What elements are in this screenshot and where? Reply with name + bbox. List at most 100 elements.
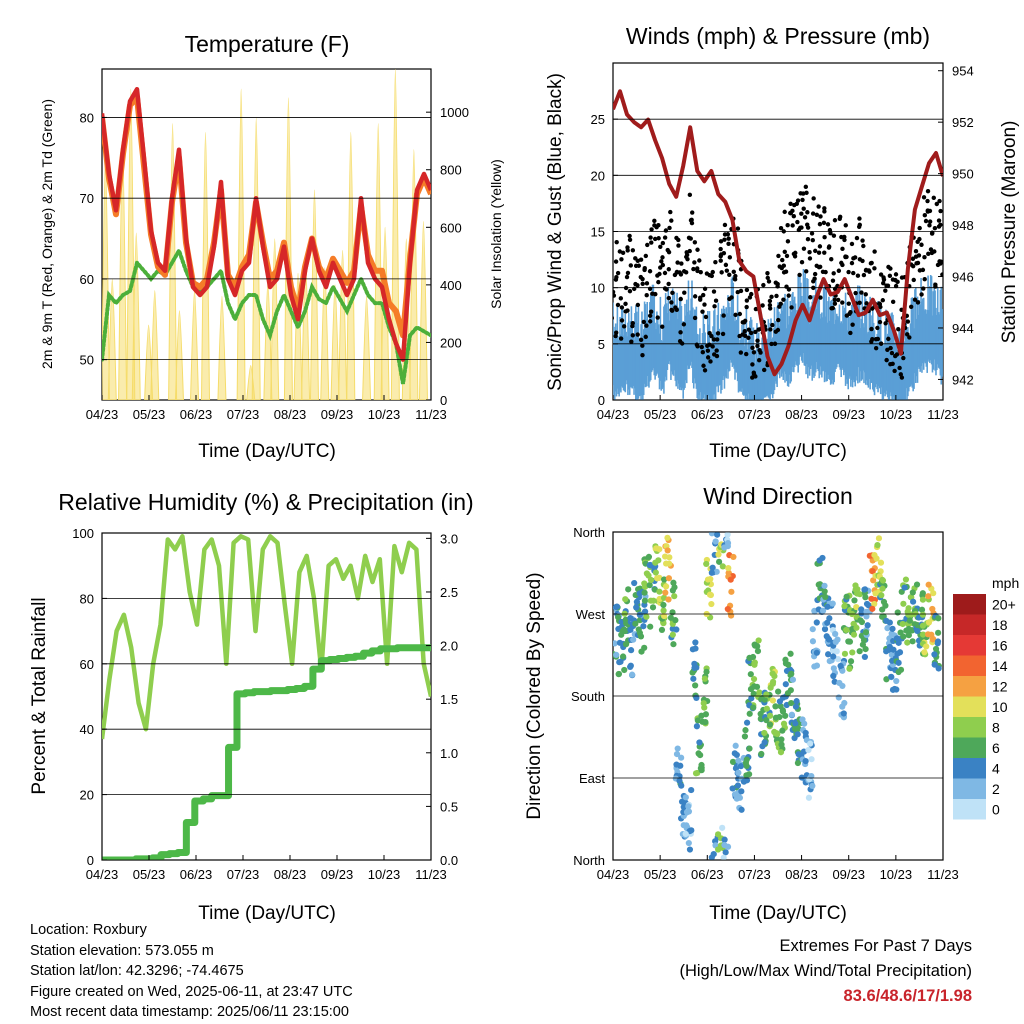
gust-point [644,281,650,286]
wind-direction-point [755,637,762,644]
gust-point [666,281,671,287]
gust-point [666,267,671,272]
winds-plot-area: 0 5 10 15 20 25 942 944 946 948 950 952 954 04/23 05/2… [591,64,974,422]
wind-direction-point [641,589,648,596]
winds-y2tick-label: 950 [952,167,974,182]
gust-point [931,195,936,201]
extremes-values: 83.6/48.6/17/1.98 [843,987,972,1005]
colorbar-label: 10 [992,699,1008,715]
gust-point [615,302,621,308]
wind-direction-point [782,681,789,688]
gust-point [744,304,749,310]
station-latlon: Station lat/lon: 42.3296; -74.4675 [30,963,244,979]
wind-direction-point [630,636,637,643]
wind-direction-point [919,611,927,618]
wind-direction-point [722,849,729,856]
gust-point [776,317,781,323]
gust-point [885,283,891,288]
gust-point [940,272,943,277]
gust-point [780,257,785,263]
wind-direction-point [642,608,649,615]
gust-point [698,269,703,275]
gust-point [678,272,684,277]
gust-point [750,362,755,367]
gust-point [914,261,919,266]
station-location: Location: Roxbury [30,922,147,938]
gust-point [846,269,851,275]
wind-direction-point [858,606,865,613]
gust-point [765,275,770,281]
gust-point [761,282,766,288]
wind-direction-xtick-label: 08/23 [785,867,818,882]
gust-point [721,251,727,256]
wind-direction-point [618,631,625,638]
wind-direction-point [794,759,802,767]
temperature-ytick-label: 60 [80,272,94,287]
gust-point [915,300,921,305]
winds-xtick-label: 10/23 [880,407,913,422]
wind-direction-point [661,612,668,620]
gust-point [885,347,890,352]
wind-direction-point [703,668,710,675]
wind-direction-point [664,534,671,541]
wind-direction-point [813,619,820,626]
gust-point [760,303,765,308]
wind-direction-point [883,676,890,683]
gust-point [832,218,838,223]
wind-direction-point [897,666,905,673]
gust-point [893,283,899,289]
gust-point [684,252,690,258]
wind-direction-point [727,576,734,583]
wind-direction-point [776,698,784,705]
wind-direction-point [813,662,821,669]
wind-direction-point [616,639,624,646]
wind-direction-point [835,694,842,701]
gust-point [883,288,888,293]
gust-point [647,269,653,274]
wind-direction-point [660,601,667,609]
wind-direction-point [931,651,938,658]
gust-point [644,323,649,328]
gust-point [667,225,672,231]
gust-point [753,329,758,335]
wind-direction-point [893,677,900,685]
gust-point [822,206,827,211]
gust-point [627,288,633,294]
humidity-y2tick-label: 2.5 [440,585,458,600]
solar-spike [102,154,110,400]
gust-point [927,219,933,224]
gust-point [669,308,675,313]
gust-point [933,282,938,287]
gust-point [647,319,653,324]
wind-direction-point [647,561,654,569]
wind-direction-point [669,631,676,638]
wind-direction-point [925,619,933,626]
solar-spike [126,88,136,400]
wind-direction-point [692,639,699,646]
gust-point [640,343,645,348]
gust-point [731,269,736,275]
gust-point [659,259,664,264]
gust-point [825,222,831,227]
gust-point [805,225,811,230]
wind-direction-point [902,576,910,583]
wind-direction-point [879,585,886,592]
gust-point [638,337,644,343]
gust-point [926,251,931,257]
wind-direction-point [628,647,635,654]
dewpoint-line [102,245,431,385]
gust-point [613,333,618,339]
wind-direction-point [935,665,942,672]
wind-direction-point [884,625,891,632]
wind-direction-point [747,671,754,678]
gust-point [843,223,848,228]
wind-direction-point [725,565,732,572]
wind-direction-point [866,552,873,559]
solar-spike [150,290,160,400]
wind-direction-point [880,598,888,605]
wind-direction-point [673,626,680,633]
winds-y2tick-label: 944 [952,321,974,336]
gust-point [822,235,827,240]
wind-direction-point [830,653,837,660]
humidity-xtick-label: 11/23 [415,867,447,882]
